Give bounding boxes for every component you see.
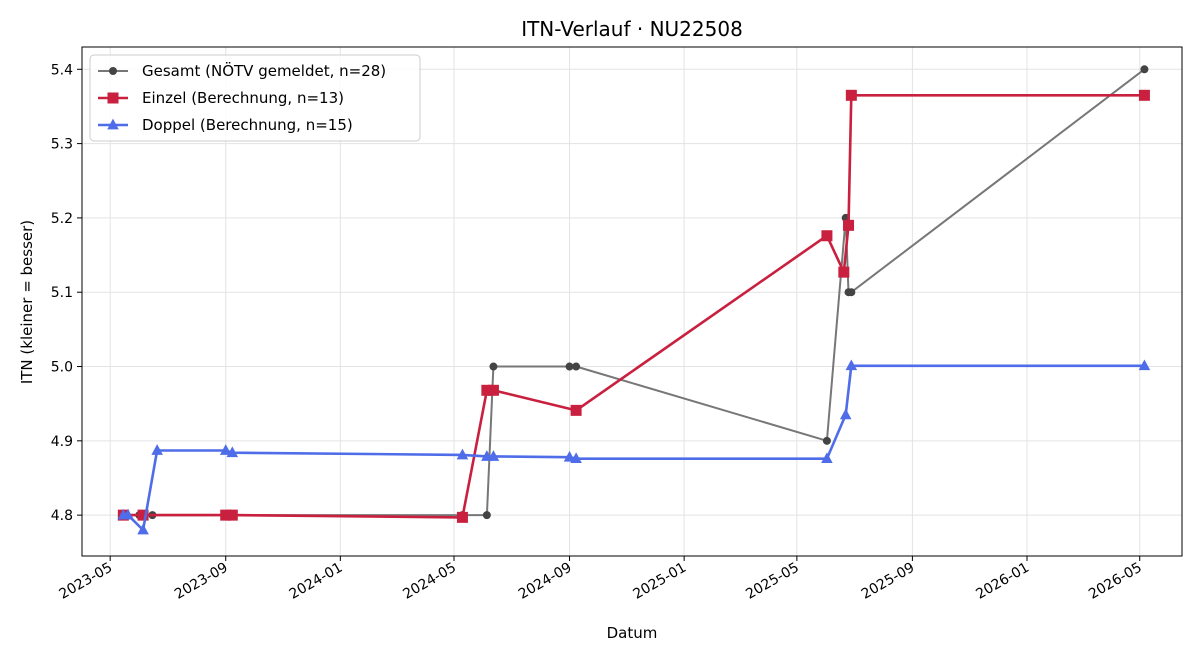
data-point — [481, 384, 493, 396]
y-tick-label: 4.8 — [51, 508, 73, 524]
data-point — [151, 444, 163, 455]
data-point — [563, 450, 576, 462]
data-point — [839, 408, 852, 420]
y-tick-label: 5.4 — [51, 62, 73, 78]
data-point — [220, 509, 232, 521]
legend: Gesamt (NÖTV gemeldet, n=28) Einzel (Bere… — [89, 54, 421, 142]
data-point — [487, 450, 500, 461]
legend-swatch-marker — [107, 118, 119, 130]
data-point — [838, 266, 850, 278]
data-point — [456, 511, 468, 523]
y-tick-label: 5.1 — [51, 285, 73, 301]
data-point — [137, 523, 149, 535]
data-point — [1138, 359, 1151, 371]
legend-entry: Einzel (Berechnung, n=13) — [142, 89, 344, 107]
data-point — [487, 384, 499, 396]
data-point — [219, 444, 232, 455]
legend-swatch-marker — [107, 92, 119, 104]
data-point — [570, 452, 582, 464]
x-axis-label: Datum — [607, 624, 658, 642]
data-point — [847, 288, 856, 297]
y-axis: 4.8 4.9 5.0 5.1 5.2 5.3 5.4 — [51, 62, 82, 524]
plot-frame — [81, 46, 1183, 557]
data-point — [122, 508, 134, 520]
data-point — [843, 219, 855, 231]
data-point — [226, 509, 238, 521]
data-point — [821, 230, 833, 242]
legend-entry: Doppel (Berechnung, n=15) — [142, 116, 353, 134]
legend-box — [89, 54, 421, 142]
y-tick-label: 5.0 — [51, 360, 73, 376]
y-tick-label: 5.3 — [51, 137, 73, 153]
data-point — [489, 362, 498, 371]
legend-swatch-marker — [109, 67, 117, 75]
data-point — [1140, 65, 1149, 74]
data-point — [845, 89, 857, 101]
data-point — [572, 362, 581, 371]
chart-title: ITN-Verlauf · NU22508 — [521, 17, 743, 41]
y-tick-label: 4.9 — [51, 434, 73, 450]
y-tick-label: 5.2 — [51, 211, 73, 227]
series-triangle — [117, 359, 1151, 535]
data-point — [456, 448, 469, 460]
data-point — [822, 436, 831, 445]
data-point — [1138, 89, 1150, 101]
data-point — [482, 511, 491, 520]
data-point — [845, 359, 858, 371]
data-point — [137, 509, 149, 521]
legend-entry: Gesamt (NÖTV gemeldet, n=28) — [142, 61, 386, 80]
data-point — [570, 404, 582, 416]
data-point — [226, 446, 239, 458]
data-point — [821, 452, 833, 464]
data-point — [565, 362, 574, 371]
y-axis-label: ITN (kleiner = besser) — [18, 220, 36, 384]
series-square — [117, 89, 1150, 523]
series-layer — [117, 65, 1151, 535]
